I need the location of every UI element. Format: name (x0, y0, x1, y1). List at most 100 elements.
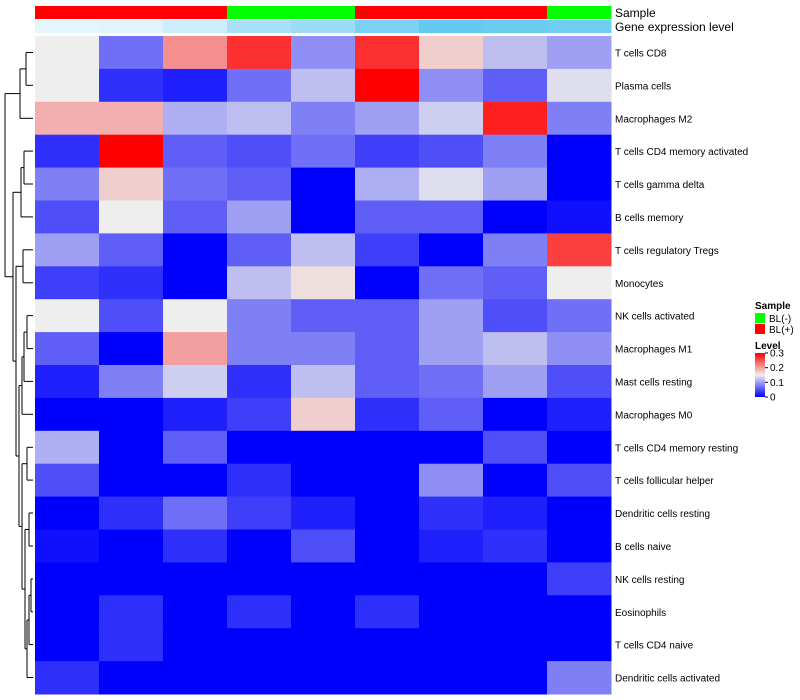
heatmap-cell (291, 430, 356, 465)
heatmap-cell (35, 628, 100, 662)
heatmap-cell (355, 595, 420, 629)
heatmap-cell (99, 430, 164, 465)
heatmap-cell (547, 628, 612, 662)
expression-annotation-cell (483, 20, 548, 33)
sample-annotation-cell (355, 6, 420, 19)
heatmap-cell (163, 68, 228, 103)
heatmap-cell (355, 299, 420, 333)
row-label: T cells follicular helper (615, 476, 714, 487)
heatmap-cell (99, 134, 164, 169)
heatmap-cell (163, 36, 228, 70)
heatmap-cell (227, 365, 292, 399)
heatmap-cell (35, 562, 100, 596)
heatmap-cell (547, 36, 612, 70)
heatmap-cell (99, 101, 164, 136)
heatmap-cell (547, 595, 612, 629)
heatmap-cell (419, 36, 484, 70)
heatmap-cell (227, 332, 292, 366)
expression-annotation-cell (35, 20, 100, 33)
heatmap-cell (35, 595, 100, 629)
heatmap-cell (227, 496, 292, 530)
heatmap-cell (419, 200, 484, 234)
legend-swatch-bl-plus (755, 324, 765, 334)
heatmap-cell (99, 463, 164, 498)
heatmap-cell (547, 397, 612, 432)
row-label: Macrophages M2 (615, 114, 693, 125)
sample-annotation-cell (291, 6, 356, 19)
sample-annotation-cell (483, 6, 548, 19)
heatmap-cell (355, 661, 420, 695)
sample-annotation-cell (547, 6, 612, 19)
heatmap-cell (163, 661, 228, 695)
heatmap-cell (99, 167, 164, 201)
level-tick-label: 0.3 (770, 349, 784, 360)
heatmap-cell (419, 463, 484, 498)
heatmap-cell (99, 36, 164, 70)
row-label: Monocytes (615, 279, 663, 290)
row-label: Dendritic cells resting (615, 509, 710, 520)
heatmap-cell (483, 661, 548, 695)
legend-label-bl-minus: BL(-) (769, 314, 791, 325)
heatmap-cell (99, 68, 164, 103)
heatmap-cell (355, 332, 420, 366)
sample-annotation-cell (227, 6, 292, 19)
heatmap-cell (163, 430, 228, 465)
heatmap-cell (227, 661, 292, 695)
heatmap-cell (547, 200, 612, 234)
sample-annotation-cell (419, 6, 484, 19)
heatmap-cell (483, 200, 548, 234)
heatmap-cell (227, 134, 292, 169)
heatmap-cell (35, 661, 100, 695)
heatmap-cells (35, 36, 612, 695)
heatmap-cell (419, 68, 484, 103)
heatmap-cell (291, 299, 356, 333)
heatmap-cell (291, 661, 356, 695)
heatmap-cell (35, 68, 100, 103)
sample-annotation-cell (163, 6, 228, 19)
heatmap-cell (419, 167, 484, 201)
expression-annotation-cell (355, 20, 420, 33)
heatmap-cell (35, 430, 100, 465)
expression-annotation-cell (163, 20, 228, 33)
heatmap-cell (483, 529, 548, 563)
heatmap-cell (355, 397, 420, 432)
heatmap-cell (483, 299, 548, 333)
heatmap-cell (547, 463, 612, 498)
heatmap-cell (547, 167, 612, 201)
heatmap-cell (483, 266, 548, 300)
heatmap-cell (163, 562, 228, 596)
heatmap-cell (163, 595, 228, 629)
row-label: T cells CD4 memory resting (615, 443, 738, 454)
heatmap-cell (355, 529, 420, 563)
heatmap-cell (419, 397, 484, 432)
heatmap-cell (35, 332, 100, 366)
heatmap-cell (163, 134, 228, 169)
heatmap-cell (355, 463, 420, 498)
row-label: Plasma cells (615, 81, 671, 92)
heatmap-cell (35, 36, 100, 70)
heatmap-cell (291, 332, 356, 366)
heatmap-cell (419, 595, 484, 629)
heatmap-cell (227, 562, 292, 596)
heatmap-cell (419, 562, 484, 596)
heatmap-cell (355, 233, 420, 267)
heatmap-cell (483, 496, 548, 530)
heatmap-cell (547, 101, 612, 136)
heatmap-cell (419, 101, 484, 136)
heatmap-cell (419, 529, 484, 563)
heatmap-cell (483, 36, 548, 70)
heatmap-cell (355, 200, 420, 234)
heatmap-cell (99, 661, 164, 695)
heatmap-cell (227, 628, 292, 662)
heatmap-cell (483, 463, 548, 498)
row-label: T cells gamma delta (615, 180, 705, 191)
heatmap-cell (419, 134, 484, 169)
row-label: Mast cells resting (615, 377, 692, 388)
heatmap-cell (35, 365, 100, 399)
heatmap-cell (547, 562, 612, 596)
heatmap-cell (355, 365, 420, 399)
legend-label-bl-plus: BL(+) (769, 325, 794, 336)
heatmap-cell (483, 397, 548, 432)
heatmap-cell (291, 529, 356, 563)
